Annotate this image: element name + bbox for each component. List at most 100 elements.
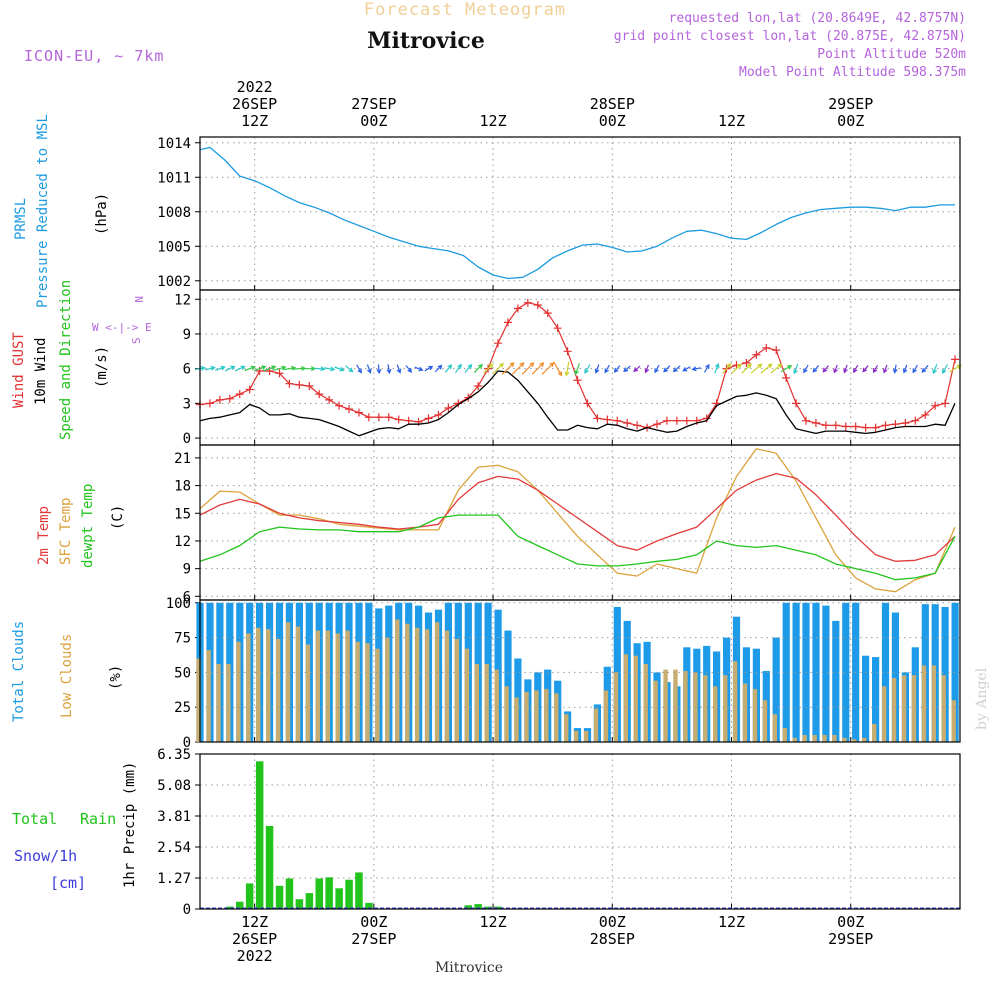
rain-bar	[345, 879, 353, 909]
gust-marker	[235, 390, 244, 399]
gust-marker	[494, 339, 503, 348]
wind-direction-arrow	[334, 366, 345, 372]
rain-bar	[474, 904, 482, 909]
gust-marker	[583, 399, 592, 408]
rain-bar	[335, 888, 343, 909]
low-cloud-bar	[852, 739, 857, 742]
wind-unit-label: (m/s)	[94, 346, 110, 388]
low-cloud-bar	[792, 737, 797, 742]
low-cloud-bar	[872, 723, 877, 742]
gust-marker	[881, 421, 890, 430]
gust-marker	[543, 309, 552, 318]
wind-direction-arrow	[303, 366, 317, 372]
cloud-frame	[199, 599, 961, 743]
wind-direction-arrow	[224, 365, 236, 372]
wind-direction-arrow	[574, 363, 581, 376]
requested-coords: requested lon,lat (20.8649E, 42.8757N)	[669, 11, 966, 26]
wind-panel: 0 3 6 9 12	[174, 289, 962, 447]
wind-direction-arrow	[283, 365, 297, 371]
wind-direction-arrow	[812, 365, 820, 373]
gust-marker	[503, 318, 512, 327]
gust-marker	[305, 382, 314, 391]
page-title: Mitrovice	[367, 28, 485, 54]
gust-marker	[931, 401, 940, 410]
low-cloud-bar	[236, 641, 241, 742]
time-label-bottom: 00Z	[599, 913, 626, 931]
grid-point-coords: grid point closest lon,lat (20.875E, 42.…	[614, 29, 966, 44]
cloud-panel-labels: Total Clouds Low Clouds (%)	[11, 621, 124, 722]
wind-direction-arrow	[492, 362, 504, 375]
wind-direction-arrow	[234, 365, 246, 372]
gust-marker	[851, 422, 860, 431]
gust-marker	[672, 416, 681, 425]
low-cloud-bar	[862, 737, 867, 742]
wind-direction-arrow	[793, 363, 799, 375]
time-label-top: 00Z	[837, 112, 864, 130]
rain-bar	[255, 761, 264, 909]
low-cloud-bar	[266, 629, 271, 742]
gust-marker	[225, 394, 234, 403]
wind-direction-arrow	[253, 365, 267, 372]
time-label-bottom: 26SEP	[232, 930, 277, 948]
rain-bar	[464, 905, 472, 909]
low-cloud-bar	[405, 623, 410, 742]
wind-direction-arrow	[511, 362, 525, 375]
y-tick-label: 12	[174, 292, 191, 308]
total-cloud-bar	[862, 655, 870, 742]
total-cloud-bar	[881, 602, 890, 742]
prmsl-line	[199, 146, 955, 280]
tsfc-line	[199, 448, 956, 593]
gust-marker	[821, 421, 830, 430]
wind-direction-arrow	[663, 365, 671, 373]
wind-direction-arrow	[703, 363, 710, 373]
time-label-bottom: 12Z	[480, 913, 507, 931]
gust-marker	[613, 416, 622, 425]
low-cloud-bar	[285, 622, 291, 742]
tsfc-label: SFC Temp	[58, 498, 74, 565]
point-altitude: Point Altitude 520m	[817, 47, 966, 62]
gust-marker	[434, 410, 443, 419]
total-rain-label: Total	[12, 810, 57, 828]
cloud-panel: 0 25 50 75 100	[166, 596, 961, 751]
gust-marker	[394, 415, 403, 424]
low-cloud-bar	[325, 630, 330, 742]
gust-marker	[523, 298, 532, 307]
rain-bar	[275, 885, 284, 909]
low-cloud-bar	[196, 658, 201, 742]
wind-direction-arrow	[822, 365, 829, 373]
low-cloud-bar	[534, 690, 539, 742]
time-label-bottom: 28SEP	[590, 930, 635, 948]
gust-marker	[941, 399, 950, 408]
pressure-panel-labels: PRMSL Pressure Reduced to MSL (hPa)	[13, 114, 110, 308]
wind-direction-arrow	[691, 366, 701, 372]
gust-marker	[573, 376, 582, 385]
low-cloud-bar	[375, 648, 380, 742]
y-tick-label: 6	[183, 362, 191, 378]
wind-direction-arrow	[356, 364, 362, 374]
low-cloud-bar	[256, 627, 261, 742]
wind-panel-labels: Wind GUST 10m Wind Speed and Direction (…	[11, 280, 110, 440]
total-cloud-bar	[792, 602, 800, 742]
wind-direction-arrow	[483, 363, 494, 374]
gust-marker	[772, 346, 781, 355]
wind-direction-arrow	[531, 362, 545, 375]
y-tick-label: 3	[183, 396, 191, 412]
y-tick-label: 6.35	[157, 747, 191, 763]
low-cloud-bar	[395, 619, 400, 742]
wind-direction-arrow	[584, 364, 591, 374]
low-cloud-bar	[812, 735, 817, 742]
low-cloud-bar	[444, 630, 450, 742]
low-cloud-bar	[454, 639, 460, 742]
wind-direction-arrow	[780, 365, 793, 373]
wind-direction-arrow	[644, 364, 650, 374]
low-cloud-bar	[275, 639, 281, 742]
low-cloud-bar	[295, 626, 301, 742]
wind-speed-dir-label: Speed and Direction	[58, 280, 74, 440]
pressure-panel: 1002 1005 1008 1011 1014	[157, 136, 961, 291]
wind-direction-arrow	[654, 364, 660, 374]
y-tick-label: 1002	[157, 274, 191, 290]
low-cloud-bar	[832, 735, 837, 742]
rain-bar	[325, 877, 333, 909]
low-cloud-bar	[385, 637, 390, 742]
